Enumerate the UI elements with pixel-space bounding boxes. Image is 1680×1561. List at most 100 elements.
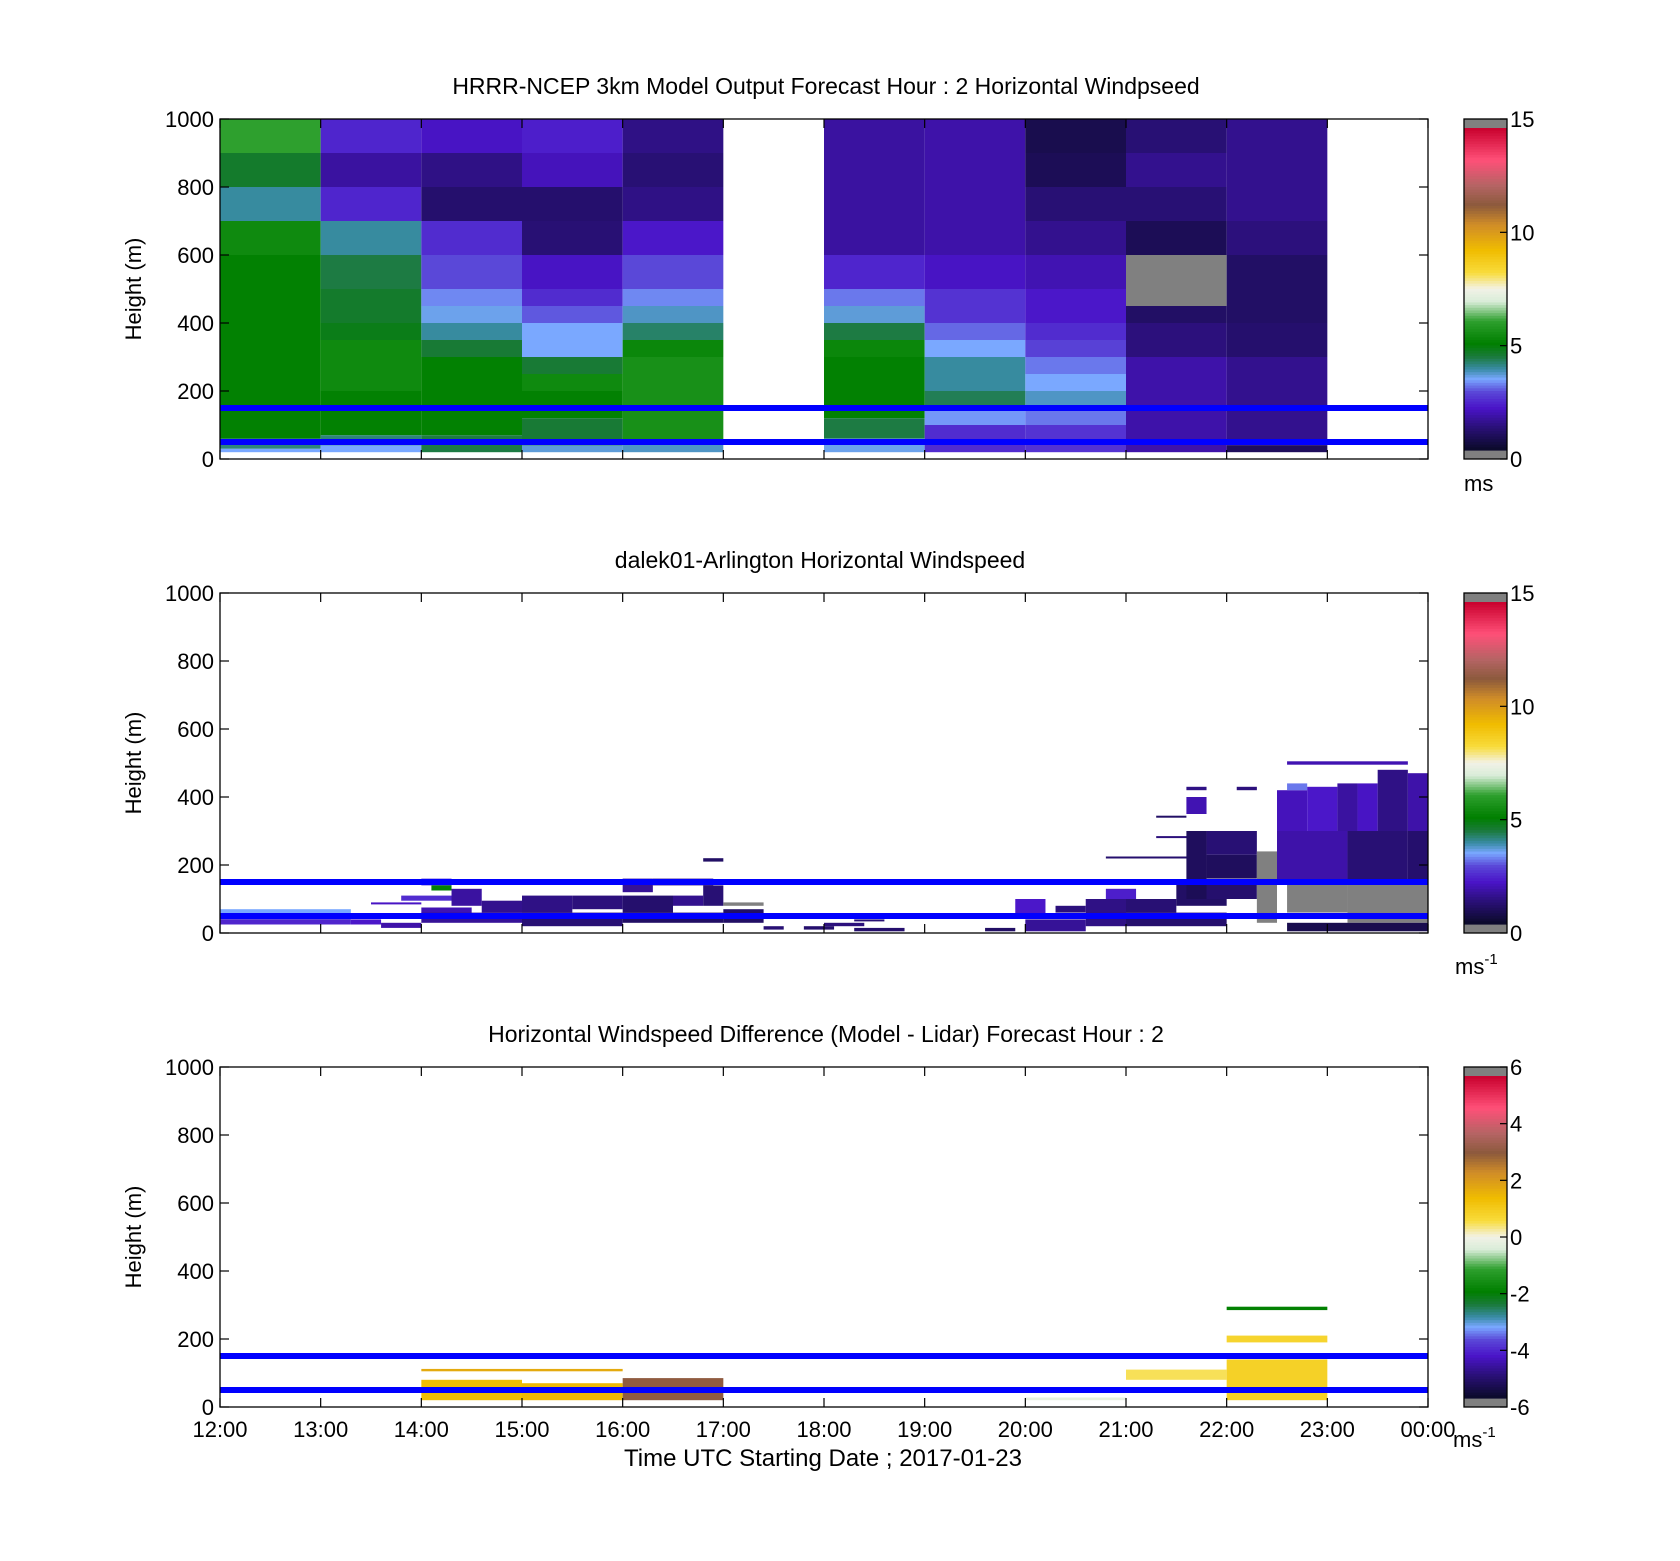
colorbar-swatch bbox=[1464, 280, 1507, 285]
colorbar-swatch bbox=[1464, 366, 1507, 371]
heatmap-cell bbox=[522, 895, 573, 913]
heatmap-cell bbox=[824, 323, 925, 340]
y-tick-label: 200 bbox=[177, 1327, 214, 1352]
colorbar-swatch bbox=[1464, 1135, 1507, 1139]
heatmap-cell bbox=[350, 919, 382, 925]
colorbar-swatch bbox=[1464, 256, 1507, 261]
colorbar-swatch bbox=[1464, 1124, 1507, 1128]
colorbar-swatch bbox=[1464, 1086, 1507, 1091]
heatmap-cell bbox=[421, 340, 522, 357]
colorbar-swatch bbox=[1464, 698, 1507, 702]
colorbar-swatch bbox=[1464, 607, 1507, 611]
heatmap-cell bbox=[723, 902, 764, 906]
heatmap-cell bbox=[1025, 255, 1126, 289]
colorbar-swatch bbox=[1464, 358, 1507, 363]
heatmap-cell bbox=[924, 357, 1026, 391]
colorbar-swatch bbox=[1464, 149, 1507, 153]
colorbar-swatch bbox=[1464, 891, 1507, 896]
heatmap-cell bbox=[522, 221, 623, 255]
heatmap-cell bbox=[451, 888, 482, 906]
heatmap-cell bbox=[1226, 1335, 1328, 1343]
heatmap-cell bbox=[522, 187, 623, 221]
colorbar-swatch bbox=[1464, 867, 1507, 871]
colorbar-swatch bbox=[1464, 685, 1507, 689]
colorbar-swatch bbox=[1464, 297, 1507, 301]
colorbar-swatch bbox=[1464, 235, 1507, 239]
heatmap-cell bbox=[1277, 790, 1308, 831]
colorbar-swatch bbox=[1464, 634, 1507, 638]
heatmap-cell bbox=[371, 902, 422, 905]
colorbar-swatch bbox=[1464, 396, 1507, 400]
colorbar-swatch bbox=[1464, 436, 1507, 440]
colorbar-swatch bbox=[1464, 428, 1507, 432]
heatmap-cell bbox=[1025, 391, 1126, 408]
colorbar-swatch bbox=[1464, 229, 1507, 234]
colorbar-swatch bbox=[1464, 1363, 1507, 1367]
colorbar-swatch bbox=[1464, 350, 1507, 354]
heatmap-cell bbox=[320, 289, 422, 323]
colorbar-swatch bbox=[1464, 1218, 1507, 1222]
colorbar-swatch bbox=[1464, 736, 1507, 740]
colorbar-swatch bbox=[1464, 227, 1507, 231]
colorbar-swatch bbox=[1464, 224, 1507, 228]
heatmap-cell bbox=[985, 927, 1016, 932]
colorbar-swatch bbox=[1464, 811, 1507, 815]
heatmap-cell bbox=[1126, 119, 1227, 153]
heatmap-cell bbox=[1186, 831, 1207, 882]
colorbar-swatch bbox=[1464, 1207, 1507, 1211]
colorbar-swatch bbox=[1464, 187, 1507, 191]
colorbar-swatch bbox=[1464, 1296, 1507, 1300]
colorbar-swatch bbox=[1464, 339, 1507, 344]
colorbar-swatch bbox=[1464, 921, 1507, 925]
colorbar-swatch bbox=[1464, 674, 1507, 678]
heatmap-cell bbox=[522, 255, 623, 289]
colorbar-swatch bbox=[1464, 725, 1507, 729]
colorbar-swatch bbox=[1464, 1258, 1507, 1262]
colorbar-cap-low bbox=[1464, 450, 1507, 459]
y-tick-label: 600 bbox=[177, 1191, 214, 1216]
colorbar-swatch bbox=[1464, 1196, 1507, 1201]
heatmap-cell bbox=[220, 919, 351, 925]
colorbar-tick-label: 0 bbox=[1510, 447, 1522, 472]
colorbar-swatch bbox=[1464, 1140, 1507, 1144]
colorbar-swatch bbox=[1464, 291, 1507, 295]
colorbar-swatch bbox=[1464, 746, 1507, 751]
colorbar-swatch bbox=[1464, 1371, 1507, 1375]
colorbar-swatch bbox=[1464, 816, 1507, 820]
colorbar-swatch bbox=[1464, 883, 1507, 888]
heatmap-cell bbox=[1025, 1397, 1126, 1401]
colorbar-swatch bbox=[1464, 652, 1507, 657]
colorbar-swatch bbox=[1464, 1100, 1507, 1104]
colorbar-swatch bbox=[1464, 771, 1507, 775]
colorbar-swatch bbox=[1464, 348, 1507, 352]
colorbar-tick-label: 4 bbox=[1510, 1112, 1522, 1137]
heatmap-cell bbox=[1025, 153, 1126, 187]
y-axis-label: Height (m) bbox=[121, 712, 146, 815]
heatmap-cell bbox=[1226, 1306, 1328, 1311]
colorbar-swatch bbox=[1464, 388, 1507, 392]
panel-model: HRRR-NCEP 3km Model Output Forecast Hour… bbox=[121, 73, 1534, 496]
colorbar-swatch bbox=[1464, 393, 1507, 397]
heatmap-cell bbox=[1015, 899, 1046, 916]
x-tick-label: 13:00 bbox=[293, 1417, 348, 1442]
colorbar-swatch bbox=[1464, 197, 1507, 202]
colorbar-swatch bbox=[1464, 1172, 1507, 1176]
colorbar-swatch bbox=[1464, 184, 1507, 188]
colorbar-swatch bbox=[1464, 610, 1507, 614]
colorbar-swatch bbox=[1464, 636, 1507, 641]
colorbar-swatch bbox=[1464, 1188, 1507, 1192]
colorbar-swatch bbox=[1464, 805, 1507, 810]
heatmap-cell bbox=[522, 306, 623, 323]
colorbar-swatch bbox=[1464, 709, 1507, 713]
colorbar-swatch bbox=[1464, 323, 1507, 328]
colorbar-tick-label: 2 bbox=[1510, 1168, 1522, 1193]
heatmap-cell bbox=[1105, 888, 1137, 899]
colorbar-swatch bbox=[1464, 1261, 1507, 1265]
heatmap-cell bbox=[1347, 831, 1408, 882]
colorbar-swatch bbox=[1464, 1266, 1507, 1270]
heatmap-cell bbox=[703, 858, 724, 862]
colorbar-swatch bbox=[1464, 1263, 1507, 1268]
colorbar-swatch bbox=[1464, 639, 1507, 643]
colorbar-cap-high bbox=[1464, 1067, 1507, 1076]
colorbar-swatch bbox=[1464, 219, 1507, 223]
